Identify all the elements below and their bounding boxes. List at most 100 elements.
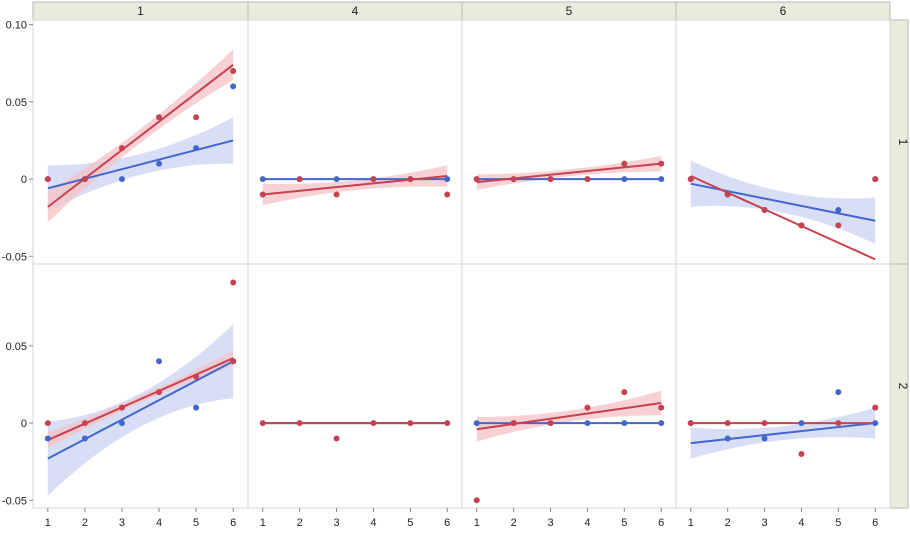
red-point	[118, 145, 125, 152]
blue-point	[333, 176, 340, 183]
blue-point	[81, 435, 88, 442]
x-tick-label: 4	[370, 517, 376, 529]
blue-point	[724, 435, 731, 442]
panel-frame	[675, 263, 891, 509]
blue-point	[118, 420, 125, 427]
red-point	[81, 176, 88, 183]
row-header-label: 2	[896, 383, 910, 390]
x-tick-label: 3	[761, 517, 767, 529]
x-tick-label: 3	[333, 517, 339, 529]
y-tick-label: 0.05	[6, 341, 27, 353]
red-point	[547, 176, 554, 183]
red-point	[259, 420, 266, 427]
column-header-label: 6	[780, 4, 787, 18]
y-tick-label: -0.05	[2, 495, 27, 507]
panel-frame	[461, 263, 677, 509]
red-fit-line	[47, 357, 234, 441]
red-point	[156, 114, 163, 121]
blue-point	[798, 420, 805, 427]
blue-point	[473, 420, 480, 427]
red-point	[193, 373, 200, 380]
x-tick-label: 3	[119, 517, 125, 529]
x-tick-label: 1	[688, 517, 694, 529]
red-point	[621, 160, 628, 167]
red-point	[230, 67, 237, 74]
red-point	[230, 279, 237, 286]
blue-point	[230, 83, 237, 90]
red-point	[333, 191, 340, 198]
red-point	[370, 176, 377, 183]
x-tick-label: 5	[835, 517, 841, 529]
x-tick-label: 4	[798, 517, 804, 529]
blue-point	[761, 435, 768, 442]
red-point	[118, 404, 125, 411]
red-point	[798, 450, 805, 457]
x-tick-label: 5	[621, 517, 627, 529]
row-header-label: 1	[896, 139, 910, 146]
blue-point	[835, 389, 842, 396]
red-fit-line	[47, 63, 234, 208]
y-tick-label: 0.05	[6, 97, 27, 109]
blue-point	[872, 420, 879, 427]
column-header-label: 4	[352, 4, 359, 18]
red-point	[872, 404, 879, 411]
red-point	[798, 222, 805, 229]
red-point	[230, 358, 237, 365]
blue-point	[156, 160, 163, 167]
blue-point	[658, 176, 665, 183]
red-point	[444, 420, 451, 427]
red-fit-line	[476, 401, 662, 431]
x-tick-label: 2	[82, 517, 88, 529]
red-point	[687, 420, 694, 427]
data-points	[44, 67, 879, 504]
red-point	[621, 389, 628, 396]
blue-fit-line	[47, 360, 234, 460]
red-point	[473, 176, 480, 183]
red-point	[407, 420, 414, 427]
red-point	[333, 435, 340, 442]
blue-point	[835, 206, 842, 213]
red-point	[872, 176, 879, 183]
y-tick-label: 0.10	[6, 20, 27, 32]
x-tick-label: 1	[45, 517, 51, 529]
red-fit-line	[690, 175, 876, 261]
panel-frame	[247, 263, 463, 509]
x-tick-label: 6	[658, 517, 664, 529]
red-fit-line	[262, 174, 448, 196]
blue-point	[259, 176, 266, 183]
blue-point	[193, 404, 200, 411]
red-point	[687, 176, 694, 183]
red-point	[761, 420, 768, 427]
red-point	[510, 176, 517, 183]
y-tick-label: 0	[21, 174, 27, 186]
x-tick-label: 6	[444, 517, 450, 529]
x-tick-label: 4	[584, 517, 590, 529]
panel-frame	[247, 19, 463, 265]
x-tick-label: 1	[260, 517, 266, 529]
red-point	[370, 420, 377, 427]
blue-point	[584, 420, 591, 427]
blue-point	[156, 358, 163, 365]
blue-point	[621, 420, 628, 427]
x-tick-label: 6	[230, 517, 236, 529]
axis-labels: 1 4 5 6 1 2 0.10 0.05 0 -0.05 0.05 0 -0.05 1 2 3 4 5 6 1 2 3 4…	[2, 4, 910, 529]
blue-fit-line	[690, 422, 876, 445]
red-point	[296, 176, 303, 183]
blue-point	[118, 176, 125, 183]
blue-point	[193, 145, 200, 152]
panel-frame	[461, 19, 677, 265]
red-point	[193, 114, 200, 121]
blue-point	[44, 435, 51, 442]
red-point	[724, 191, 731, 198]
red-point	[658, 404, 665, 411]
y-tick-label: 0	[21, 418, 27, 430]
x-tick-label: 1	[474, 517, 480, 529]
blue-point	[444, 176, 451, 183]
red-point	[724, 420, 731, 427]
column-header-label: 5	[566, 4, 573, 18]
red-point	[584, 404, 591, 411]
blue-point	[658, 420, 665, 427]
red-point	[510, 420, 517, 427]
x-tick-label: 3	[547, 517, 553, 529]
